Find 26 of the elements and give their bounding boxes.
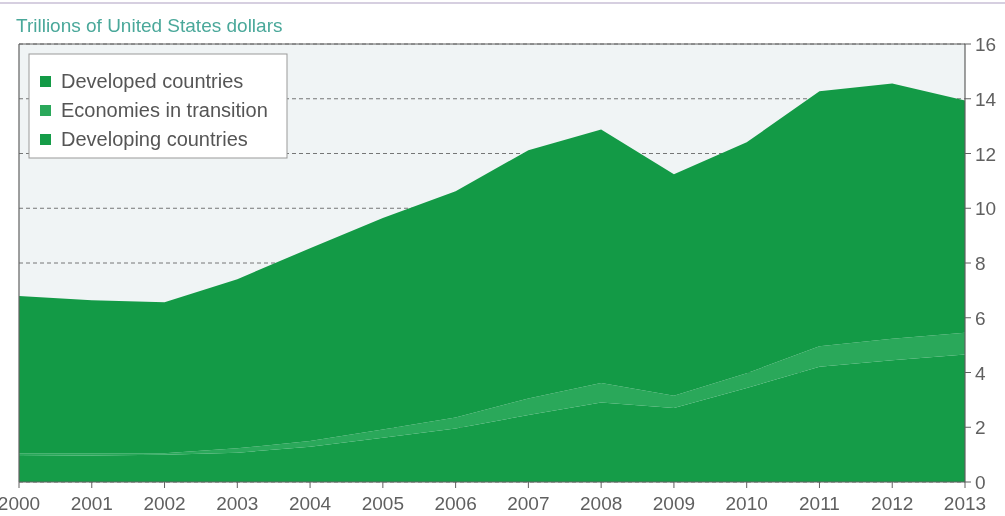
x-tick-label: 2012	[871, 493, 914, 514]
y-tick-label: 12	[975, 143, 997, 165]
legend-label: Economies in transition	[61, 99, 268, 121]
y-tick-label: 6	[975, 307, 986, 329]
y-tick-label: 16	[975, 34, 997, 55]
x-tick-label: 2005	[361, 493, 404, 514]
x-tick-label: 2010	[725, 493, 768, 514]
y-tick-label: 10	[975, 198, 997, 220]
y-tick-label: 0	[975, 472, 986, 493]
x-tick-label: 2011	[799, 493, 840, 514]
y-tick-label: 8	[975, 253, 986, 274]
x-tick-label: 2003	[216, 493, 259, 514]
x-tick-label: 2004	[288, 493, 332, 514]
y-tick-label: 14	[975, 88, 997, 110]
x-tick-label: 2001	[70, 493, 113, 514]
x-tick-label: 2007	[507, 493, 550, 514]
y-axis-title: Trillions of United States dollars	[16, 15, 283, 36]
x-tick-label: 2008	[580, 493, 623, 514]
x-tick-label: 2006	[434, 493, 477, 514]
y-tick-label: 4	[975, 362, 986, 384]
x-tick-label: 2002	[143, 493, 186, 514]
y-tick-label: 2	[975, 417, 986, 439]
legend-label: Developing countries	[61, 128, 248, 150]
x-tick-label: 2013	[943, 493, 987, 514]
x-tick-label: 2009	[652, 493, 696, 514]
legend-label: Developed countries	[61, 70, 244, 92]
